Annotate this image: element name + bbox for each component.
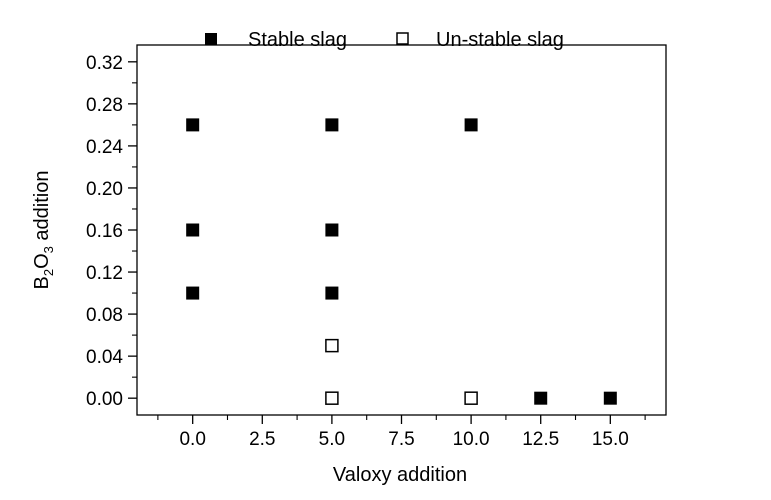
unstable-slag-point [464,391,478,405]
stable-slag-point [534,391,548,405]
x-tick-label: 2.5 [249,429,275,450]
y-axis-title: B2O3 addition [31,171,56,290]
y-axis-title-sub1: 2 [41,269,56,276]
stable-slag-point [186,118,200,132]
y-tick-label: 0.28 [86,95,123,116]
y-tick-label: 0.32 [86,53,123,74]
y-tick-label: 0.20 [86,179,123,200]
y-axis-title-mid: O [31,253,53,269]
unstable-slag-point [325,338,339,353]
x-axis-title: Valoxy addition [333,464,467,486]
x-tick-label: 0.0 [179,429,205,450]
y-tick-label: 0.00 [86,389,123,410]
x-tick-label: 10.0 [453,429,490,450]
legend-marker-stable [205,33,217,45]
legend-label-stable: Stable slag [248,29,347,51]
y-tick-label: 0.04 [86,347,123,368]
y-axis-title-sub2: 3 [41,246,56,253]
stable-slag-point [325,223,339,237]
y-tick-label: 0.16 [86,221,123,242]
x-tick-label: 12.5 [522,429,559,450]
y-axis-title-prefix: B [31,276,53,289]
stable-slag-point [325,118,339,132]
stable-slag-point [186,223,200,237]
y-axis-title-suffix: addition [31,171,53,247]
stable-slag-point [603,391,617,405]
y-tick-label: 0.24 [86,137,123,158]
stable-slag-point [464,118,478,132]
legend-label-unstable: Un-stable slag [436,29,564,51]
x-axis: 0.0 2.5 5.0 7.5 10.0 12.5 15.0 [157,415,646,450]
x-tick-label: 5.0 [319,429,345,450]
y-tick-label: 0.08 [86,305,123,326]
legend-marker-unstable [396,32,409,45]
x-tick-label: 15.0 [592,429,629,450]
plot-frame [136,44,667,416]
x-tick-label: 7.5 [388,429,414,450]
legend: Stable slag Un-stable slag [205,29,564,51]
stable-slag-point [325,286,339,300]
data-points [186,118,617,405]
unstable-slag-point [325,391,339,405]
y-axis: 0.00 0.04 0.08 0.12 0.16 0.20 0.24 0.28 0.32 [86,53,137,410]
y-tick-label: 0.12 [86,263,123,284]
stable-slag-point [186,286,200,300]
